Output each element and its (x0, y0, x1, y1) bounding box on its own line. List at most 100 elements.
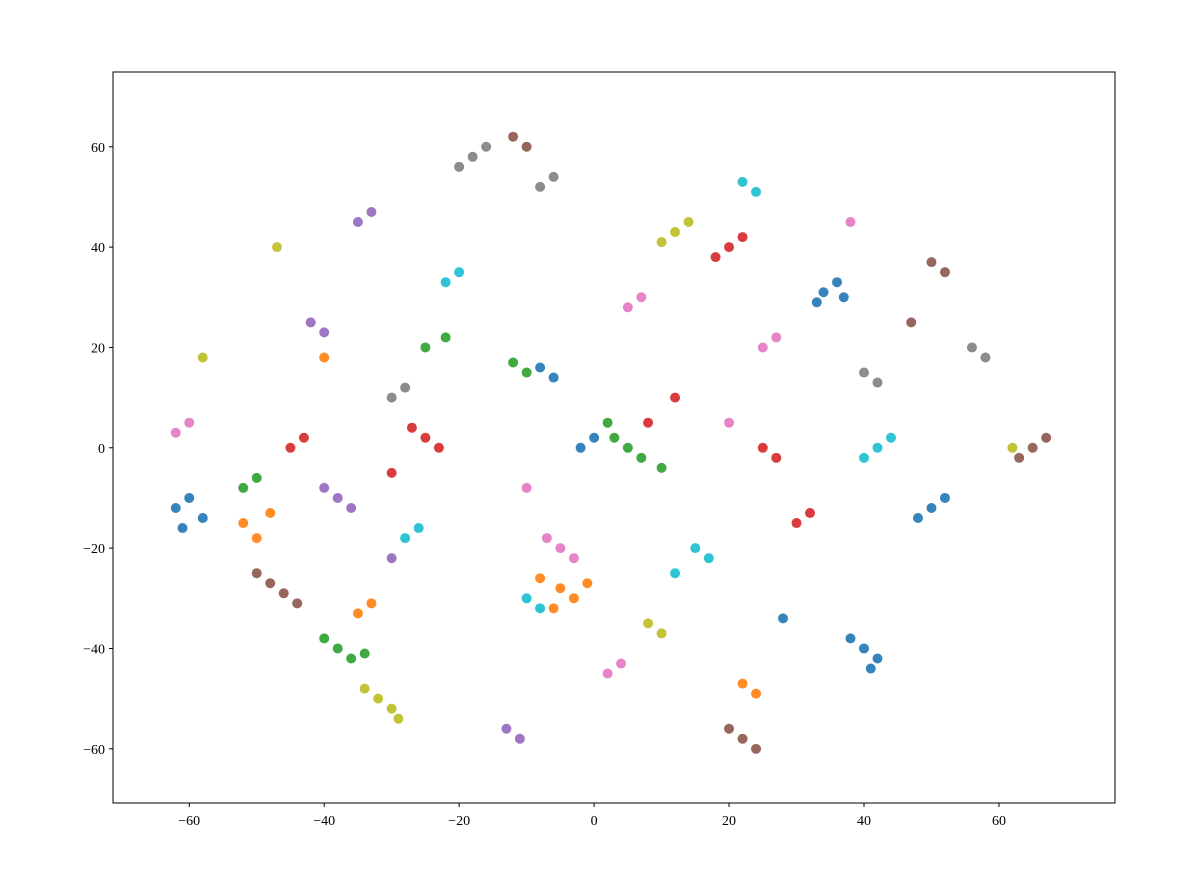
scatter-point (170, 502, 181, 513)
scatter-point (582, 578, 593, 589)
scatter-point (433, 442, 444, 453)
scatter-point (541, 533, 552, 544)
scatter-point (319, 633, 330, 644)
y-tick-label: 60 (91, 141, 105, 156)
scatter-point (771, 332, 782, 343)
scatter-point (575, 442, 586, 453)
scatter-point (636, 452, 647, 463)
scatter-point (548, 171, 559, 182)
scatter-point (184, 417, 195, 428)
scatter-point (454, 161, 465, 172)
scatter-point (555, 583, 566, 594)
scatter-point (906, 317, 917, 328)
scatter-point (501, 723, 512, 734)
scatter-point (751, 743, 762, 754)
scatter-point (622, 302, 633, 313)
scatter-point (535, 573, 546, 584)
scatter-point (366, 206, 377, 217)
scatter-point (319, 327, 330, 338)
scatter-point (724, 242, 735, 253)
scatter-point (683, 217, 694, 228)
scatter-point (872, 442, 883, 453)
scatter-point (346, 502, 357, 513)
scatter-point (278, 588, 289, 599)
scatter-point (602, 668, 613, 679)
x-tick-label: −60 (178, 814, 200, 829)
scatter-point (656, 462, 667, 473)
scatter-point (838, 292, 849, 303)
scatter-point (771, 452, 782, 463)
scatter-point (238, 482, 249, 493)
scatter-point (271, 242, 282, 253)
scatter-point (373, 693, 384, 704)
scatter-point (872, 377, 883, 388)
scatter-point (939, 492, 950, 503)
scatter-point (251, 533, 262, 544)
scatter-point (818, 287, 829, 298)
scatter-point (535, 362, 546, 373)
scatter-point (420, 342, 431, 353)
scatter-point (292, 598, 303, 609)
scatter-point (845, 633, 856, 644)
scatter-point (346, 653, 357, 664)
scatter-point (305, 317, 316, 328)
scatter-point (535, 603, 546, 614)
scatter-point (521, 367, 532, 378)
scatter-point (319, 482, 330, 493)
scatter-point (832, 277, 843, 288)
scatter-point (670, 392, 681, 403)
scatter-point (865, 663, 876, 674)
scatter-point (521, 141, 532, 152)
scatter-point (710, 252, 721, 263)
scatter-point (1027, 442, 1038, 453)
scatter-point (811, 297, 822, 308)
x-tick-label: 60 (992, 814, 1006, 829)
scatter-point (926, 257, 937, 268)
scatter-point (609, 432, 620, 443)
scatter-point (251, 472, 262, 483)
scatter-point (724, 723, 735, 734)
scatter-point (386, 392, 397, 403)
scatter-point (791, 518, 802, 529)
x-tick-label: 40 (857, 814, 871, 829)
scatter-point (858, 643, 869, 654)
scatter-point (966, 342, 977, 353)
scatter-point (757, 342, 768, 353)
scatter-point (535, 181, 546, 192)
scatter-point (413, 523, 424, 534)
axes-frame (112, 71, 1116, 804)
scatter-point (656, 237, 667, 248)
scatter-point (406, 422, 417, 433)
scatter-point (514, 733, 525, 744)
scatter-point (805, 508, 816, 519)
scatter-point (622, 442, 633, 453)
scatter-point (724, 417, 735, 428)
scatter-point (548, 603, 559, 614)
y-tick-label: 0 (98, 442, 105, 457)
scatter-point (636, 292, 647, 303)
scatter-point (757, 442, 768, 453)
y-tick-label: 20 (91, 341, 105, 356)
scatter-point (778, 613, 789, 624)
scatter-point (170, 427, 181, 438)
scatter-point (858, 452, 869, 463)
scatter-point (420, 432, 431, 443)
scatter-point (366, 598, 377, 609)
scatter-point (508, 131, 519, 142)
scatter-point (939, 267, 950, 278)
scatter-point (386, 467, 397, 478)
scatter-point (454, 267, 465, 278)
x-tick-label: 20 (722, 814, 736, 829)
y-tick-label: −40 (83, 642, 105, 657)
scatter-point (285, 442, 296, 453)
scatter-point (670, 227, 681, 238)
scatter-point (197, 513, 208, 524)
scatter-point (1007, 442, 1018, 453)
scatter-point (568, 593, 579, 604)
scatter-point (359, 683, 370, 694)
scatter-point (548, 372, 559, 383)
scatter-point (656, 628, 667, 639)
scatter-point (298, 432, 309, 443)
